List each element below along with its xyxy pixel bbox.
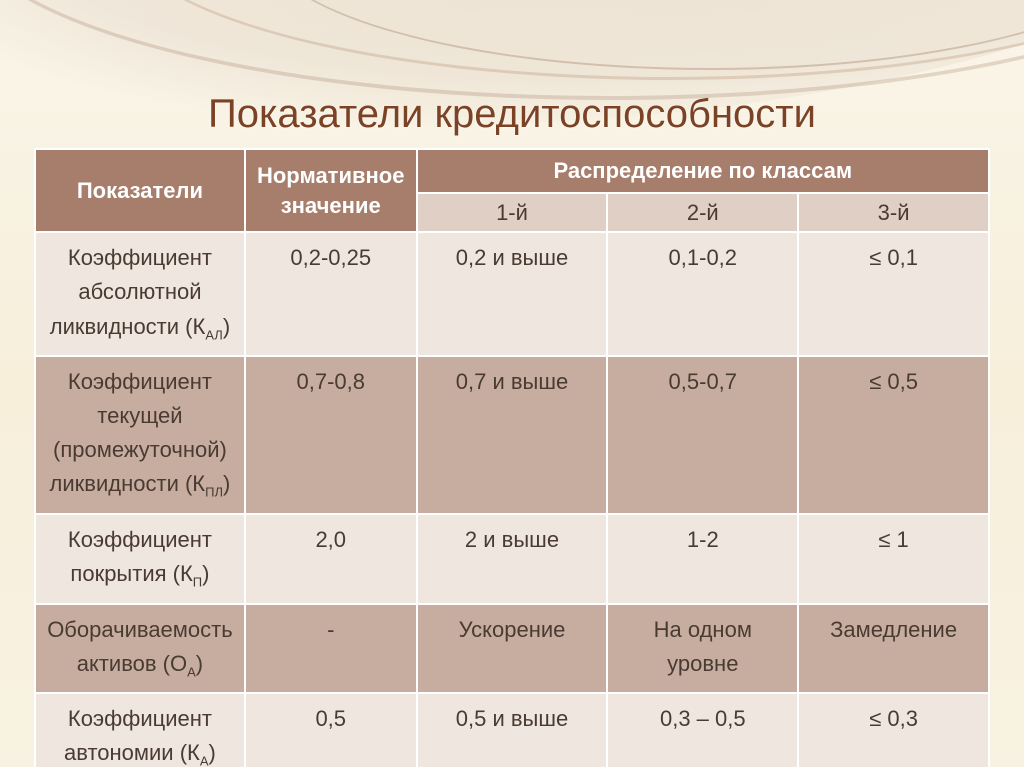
cell-class-2: 0,5-0,7 bbox=[607, 356, 798, 514]
cell-class-2: 0,1-0,2 bbox=[607, 232, 798, 356]
cell-class-3: ≤ 0,5 bbox=[798, 356, 989, 514]
cell-indicator: Коэффициент покрытия (КП) bbox=[35, 514, 245, 604]
cell-normative: 0,2-0,25 bbox=[245, 232, 417, 356]
col-header-indicator: Показатели bbox=[35, 149, 245, 232]
table-row: Коэффициент абсолютной ликвидности (КАЛ)… bbox=[35, 232, 989, 356]
table-row: Оборачиваемость активов (ОА)-УскорениеНа… bbox=[35, 604, 989, 694]
table: Показатели Нормативное значение Распреде… bbox=[34, 148, 990, 767]
cell-class-1: 0,5 и выше bbox=[417, 693, 608, 767]
col-header-class-1: 1-й bbox=[417, 193, 608, 233]
cell-normative: - bbox=[245, 604, 417, 694]
cell-class-1: Ускорение bbox=[417, 604, 608, 694]
cell-class-1: 0,7 и выше bbox=[417, 356, 608, 514]
cell-indicator: Оборачиваемость активов (ОА) bbox=[35, 604, 245, 694]
cell-class-1: 2 и выше bbox=[417, 514, 608, 604]
cell-class-1: 0,2 и выше bbox=[417, 232, 608, 356]
cell-indicator: Коэффициент абсолютной ликвидности (КАЛ) bbox=[35, 232, 245, 356]
cell-normative: 2,0 bbox=[245, 514, 417, 604]
table-row: Коэффициент покрытия (КП)2,02 и выше1-2≤… bbox=[35, 514, 989, 604]
col-header-distribution: Распределение по классам bbox=[417, 149, 989, 193]
cell-class-2: На одном уровне bbox=[607, 604, 798, 694]
table-row: Коэффициент автономии (КА)0,50,5 и выше0… bbox=[35, 693, 989, 767]
page-title: Показатели кредитоспособности bbox=[0, 92, 1024, 137]
credit-table: Показатели Нормативное значение Распреде… bbox=[34, 148, 990, 767]
col-header-normative: Нормативное значение bbox=[245, 149, 417, 232]
cell-class-2: 1-2 bbox=[607, 514, 798, 604]
col-header-class-2: 2-й bbox=[607, 193, 798, 233]
cell-class-2: 0,3 – 0,5 bbox=[607, 693, 798, 767]
col-header-class-3: 3-й bbox=[798, 193, 989, 233]
cell-class-3: ≤ 1 bbox=[798, 514, 989, 604]
cell-indicator: Коэффициент автономии (КА) bbox=[35, 693, 245, 767]
cell-class-3: ≤ 0,3 bbox=[798, 693, 989, 767]
cell-indicator: Коэффициент текущей (промежуточной) ликв… bbox=[35, 356, 245, 514]
cell-class-3: ≤ 0,1 bbox=[798, 232, 989, 356]
cell-class-3: Замедление bbox=[798, 604, 989, 694]
cell-normative: 0,5 bbox=[245, 693, 417, 767]
cell-normative: 0,7-0,8 bbox=[245, 356, 417, 514]
table-row: Коэффициент текущей (промежуточной) ликв… bbox=[35, 356, 989, 514]
